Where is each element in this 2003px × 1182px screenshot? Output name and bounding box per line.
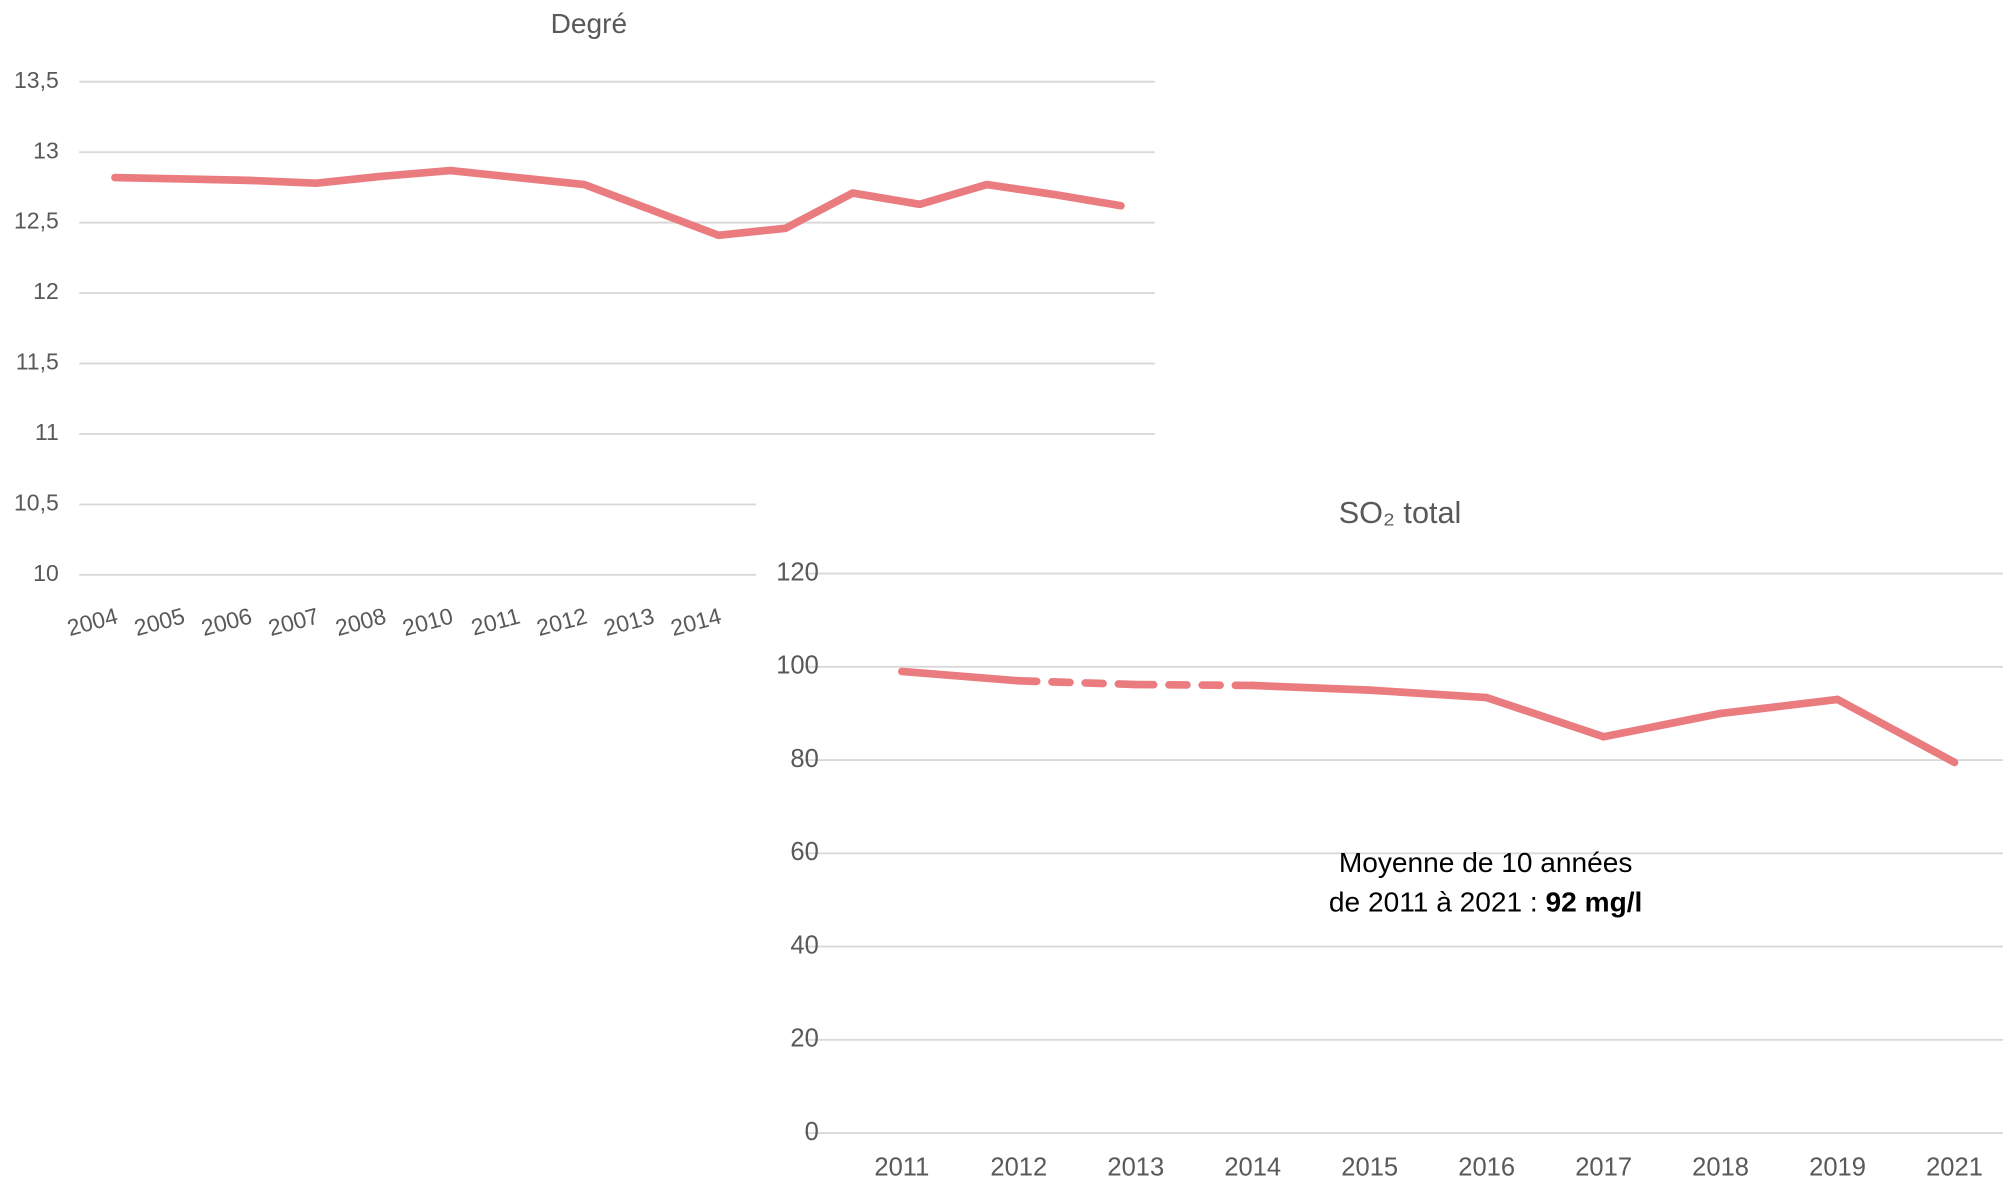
y-tick-label: 13	[33, 137, 59, 163]
y-tick-label: 80	[790, 745, 818, 773]
x-tick-label: 2012	[990, 1154, 1047, 1182]
y-tick-label: 60	[790, 838, 818, 866]
line-segment	[898, 667, 1023, 685]
x-tick-label: 2019	[1809, 1154, 1866, 1182]
x-tick-label: 2011	[468, 603, 522, 641]
chart-background	[756, 479, 2003, 1182]
y-tick-label: 40	[790, 931, 818, 959]
line-segment	[1248, 681, 1374, 694]
x-tick-label: 2005	[131, 603, 187, 641]
x-tick-label: 2011	[874, 1154, 929, 1182]
y-tick-label: 11,5	[16, 349, 59, 375]
x-tick-label: 2021	[1926, 1154, 1983, 1182]
x-tick-label: 2016	[1458, 1154, 1515, 1182]
x-tick-label: 2006	[198, 603, 254, 641]
line-segment	[1599, 709, 1725, 741]
y-tick-label: 11	[35, 419, 59, 445]
line-series	[111, 166, 1125, 240]
line-segment	[1833, 695, 1959, 767]
line-segment	[1482, 693, 1608, 741]
chart-so2: 0 20 40 60 80 100 120 2011 2012 2013 2014 2015 2016 2…	[776, 558, 2003, 1182]
y-tick-label: 120	[776, 558, 819, 586]
annotation-text: de 2011 à 2021 :	[1329, 887, 1546, 918]
x-tick-label: 2004	[64, 603, 120, 641]
x-tick-label: 2008	[333, 603, 389, 641]
y-tick-label: 10	[33, 560, 59, 586]
y-tick-label: 13,5	[14, 67, 59, 93]
x-tick-label: 2018	[1692, 1154, 1749, 1182]
y-tick-label: 20	[790, 1025, 818, 1053]
line-segment	[1716, 695, 1842, 718]
x-tick-label: 2013	[601, 603, 657, 641]
line-segment-dashed	[1131, 680, 1257, 690]
y-tick-label: 100	[776, 652, 819, 680]
y-tick-label: 10,5	[14, 489, 59, 515]
annotation: Moyenne de 10 années	[1339, 847, 1633, 878]
chart-title: SO₂ total	[1339, 496, 1462, 530]
chart-degre: 10 10,5 11 11,5 12 12,5 13 13,5 2004 2005 2006 2007…	[14, 67, 1155, 641]
y-tick-label: 0	[805, 1118, 819, 1146]
x-tick-label: 2007	[265, 603, 321, 641]
line-segment-dashed	[1014, 676, 1140, 689]
x-tick-label: 2015	[1341, 1154, 1398, 1182]
x-tick-label: 2010	[400, 603, 456, 641]
line-segment	[1365, 686, 1491, 702]
x-tick-label: 2013	[1107, 1154, 1164, 1182]
x-tick-label: 2014	[1224, 1154, 1281, 1182]
annotation: de 2011 à 2021 : 92 mg/l	[1329, 887, 1642, 918]
y-tick-label: 12	[33, 278, 59, 304]
x-tick-label: 2012	[534, 603, 590, 641]
y-tick-label: 12,5	[14, 208, 59, 234]
x-tick-label: 2017	[1575, 1154, 1632, 1182]
chart-title: Degré	[551, 8, 628, 39]
x-tick-label: 2014	[668, 603, 724, 641]
annotation-bold: 92 mg/l	[1546, 887, 1643, 918]
